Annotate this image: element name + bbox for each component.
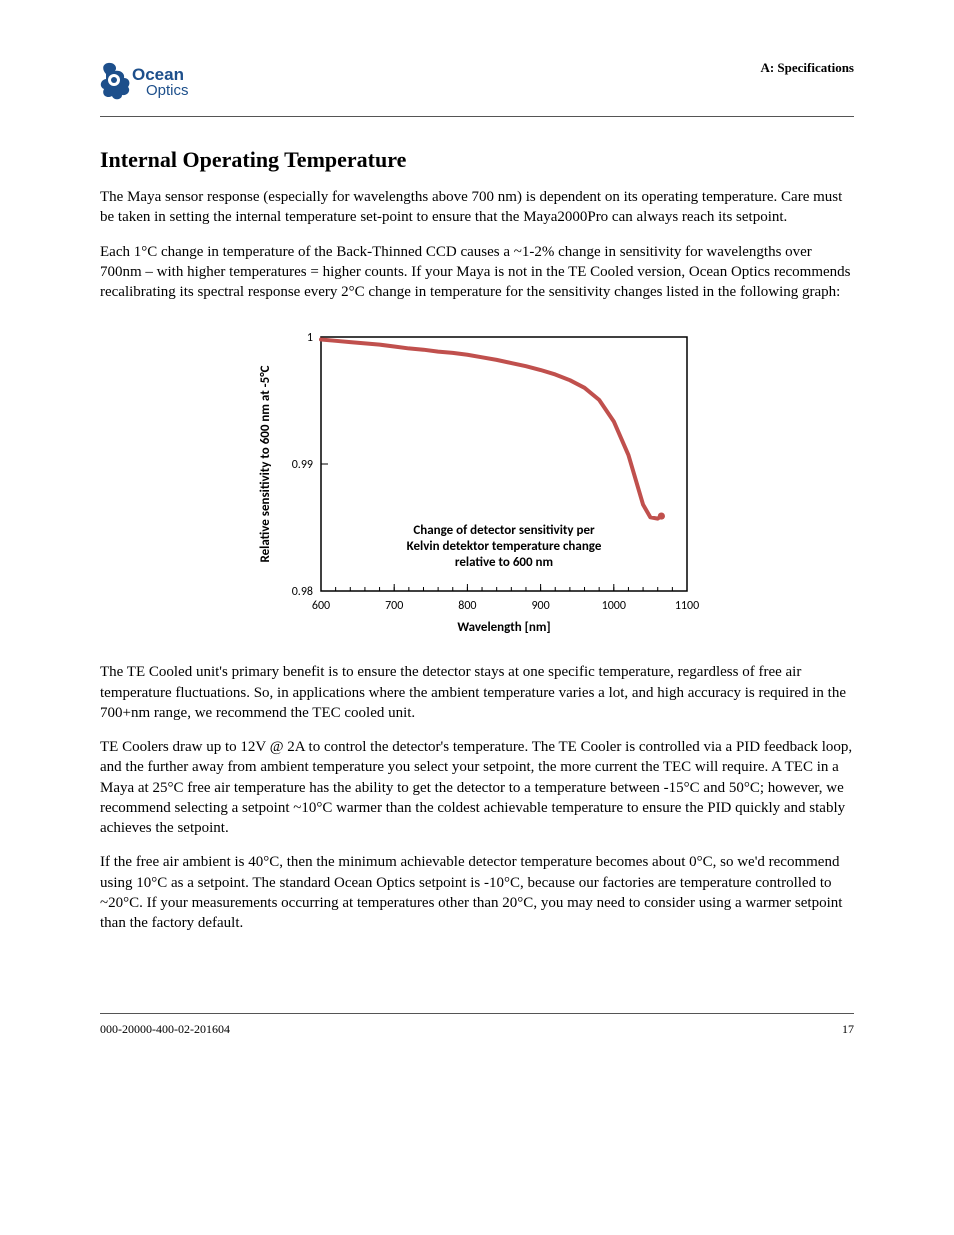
- section-title: Internal Operating Temperature: [100, 147, 854, 173]
- intro-para-2: Each 1°C change in temperature of the Ba…: [100, 242, 854, 303]
- svg-text:900: 900: [531, 599, 549, 613]
- lower-para-3: If the free air ambient is 40°C, then th…: [100, 852, 854, 933]
- svg-text:Optics: Optics: [146, 82, 189, 99]
- svg-text:relative to 600 nm: relative to 600 nm: [455, 555, 553, 570]
- svg-text:0.98: 0.98: [292, 585, 313, 599]
- svg-text:1100: 1100: [675, 599, 699, 613]
- lower-para-1: The TE Cooled unit's primary benefit is …: [100, 662, 854, 723]
- page-footer: 000-20000-400-02-201604 17: [100, 1013, 854, 1037]
- svg-text:600: 600: [312, 599, 330, 613]
- footer-doc-id: 000-20000-400-02-201604: [100, 1022, 230, 1037]
- svg-text:Relative sensitivity to 600 nm: Relative sensitivity to 600 nm at -5°C: [258, 366, 273, 563]
- page-root: Ocean Optics A: Specifications Internal …: [0, 0, 954, 1235]
- svg-text:800: 800: [458, 599, 476, 613]
- svg-text:1: 1: [307, 331, 313, 345]
- sensitivity-chart-svg: 600 700 800 900 1000 1100 0.98 0.99 1 Change of d…: [247, 327, 707, 637]
- svg-text:1000: 1000: [602, 599, 626, 613]
- intro-para-1: The Maya sensor response (especially for…: [100, 187, 854, 228]
- ocean-optics-logo-icon: Ocean Optics: [100, 60, 220, 104]
- lower-para-2: TE Coolers draw up to 12V @ 2A to contro…: [100, 737, 854, 838]
- svg-text:Wavelength [nm]: Wavelength [nm]: [457, 620, 550, 635]
- header-section-label: A: Specifications: [760, 60, 854, 76]
- svg-text:700: 700: [385, 599, 403, 613]
- sensitivity-chart: 600 700 800 900 1000 1100 0.98 0.99 1 Change of d…: [100, 327, 854, 637]
- page-header: Ocean Optics A: Specifications: [100, 60, 854, 117]
- svg-text:0.99: 0.99: [292, 458, 313, 472]
- svg-text:Kelvin detektor temperature ch: Kelvin detektor temperature change: [407, 539, 602, 554]
- footer-page-number: 17: [842, 1022, 854, 1037]
- svg-text:Change of detector sensitivity: Change of detector sensitivity per: [413, 523, 595, 538]
- brand-logo: Ocean Optics: [100, 60, 220, 104]
